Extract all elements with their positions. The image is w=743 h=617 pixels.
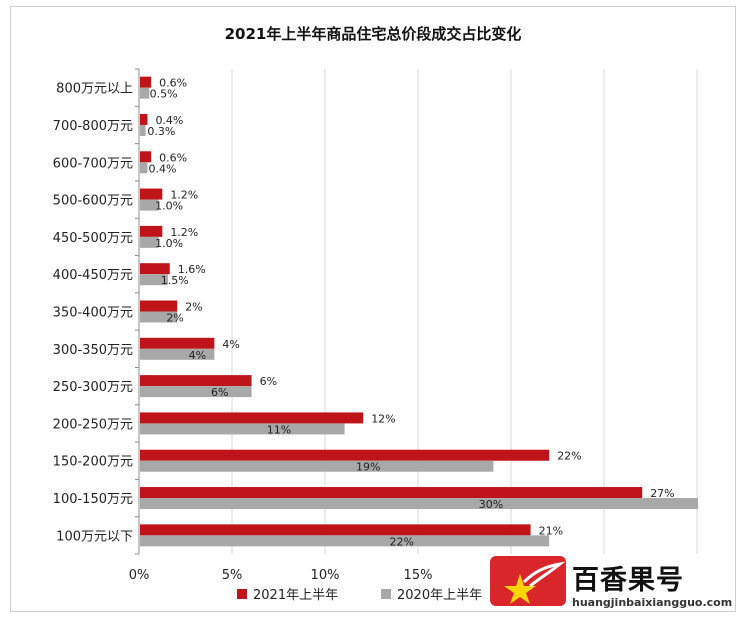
data-label: 22% <box>390 535 414 548</box>
category-label: 150-200万元 <box>53 455 133 470</box>
chart-frame: 2021年上半年商品住宅总价段成交占比变化 800万元以上 0.6% 0.5% 700-… <box>10 6 736 612</box>
data-label: 30% <box>479 498 503 511</box>
legend-label: 2020年上半年 <box>397 588 482 603</box>
bar-2020 <box>140 460 494 472</box>
category-label: 100-150万元 <box>53 492 133 507</box>
data-label: 0.6% <box>159 77 187 90</box>
data-label: 1.5% <box>161 274 189 287</box>
bar-2020 <box>140 124 146 136</box>
bar-2020 <box>140 348 215 360</box>
chart-title: 2021年上半年商品住宅总价段成交占比变化 <box>225 25 522 43</box>
category-label: 400-450万元 <box>53 268 133 283</box>
bar-2020 <box>140 162 148 174</box>
category-label: 700-800万元 <box>53 119 133 134</box>
category-label: 200-250万元 <box>53 417 133 432</box>
bar-2020 <box>140 498 698 510</box>
category-label: 600-700万元 <box>53 156 133 171</box>
data-label: 0.3% <box>147 125 175 138</box>
data-label: 1.2% <box>170 189 198 202</box>
category-label: 500-600万元 <box>53 194 133 209</box>
category-label: 350-400万元 <box>53 306 133 321</box>
bar-2021 <box>140 337 215 349</box>
bar-2020 <box>140 386 252 398</box>
bar-2020 <box>140 311 178 323</box>
watermark: 百香果号 huangjinbaixiangguo.com <box>490 556 740 616</box>
bar-2021 <box>140 225 163 237</box>
data-label: 12% <box>371 412 395 425</box>
data-label: 27% <box>650 487 674 500</box>
data-label: 2% <box>166 312 183 325</box>
bar-2021 <box>140 300 178 312</box>
x-tick-label: 15% <box>404 568 433 583</box>
data-label: 1.6% <box>178 263 206 276</box>
x-tick-label: 0% <box>129 568 150 583</box>
bar-2020 <box>140 199 159 211</box>
data-label: 0.6% <box>159 151 187 164</box>
category-label: 300-350万元 <box>53 343 133 358</box>
category-label: 250-300万元 <box>53 380 133 395</box>
bar-2020 <box>140 87 150 99</box>
watermark-url: huangjinbaixiangguo.com <box>572 596 733 609</box>
x-tick-label: 5% <box>222 568 243 583</box>
legend-swatch <box>237 589 247 599</box>
legend-swatch <box>381 589 391 599</box>
bar-2021 <box>140 487 643 499</box>
bar-2020 <box>140 236 159 248</box>
data-label: 4% <box>222 338 239 351</box>
bar-2021 <box>140 449 550 461</box>
category-label: 100万元以下 <box>56 529 133 544</box>
x-tick-label: 10% <box>311 568 340 583</box>
data-label: 11% <box>267 423 291 436</box>
bar-2021 <box>140 188 163 200</box>
data-label: 0.4% <box>148 162 176 175</box>
data-label: 0.5% <box>150 88 178 101</box>
category-label: 450-500万元 <box>53 231 133 246</box>
bar-2021 <box>140 263 170 275</box>
category-label: 800万元以上 <box>56 82 133 97</box>
legend-label: 2021年上半年 <box>253 588 338 603</box>
watermark-logo-icon <box>490 556 566 606</box>
bar-2021 <box>140 76 152 88</box>
data-label: 1.0% <box>155 200 183 213</box>
bar-2020 <box>140 423 345 435</box>
bar-2021 <box>140 151 152 163</box>
data-label: 0.4% <box>155 114 183 127</box>
data-label: 4% <box>189 349 206 362</box>
bar-2021 <box>140 524 531 536</box>
data-label: 1.0% <box>155 237 183 250</box>
data-label: 2% <box>185 301 202 314</box>
bar-2020 <box>140 274 168 286</box>
data-label: 19% <box>356 461 380 474</box>
bar-2021 <box>140 412 364 424</box>
data-label: 6% <box>211 386 228 399</box>
data-label: 6% <box>260 375 277 388</box>
bar-2021 <box>140 375 252 387</box>
bar-2020 <box>140 535 550 547</box>
bar-2021 <box>140 113 148 125</box>
data-label: 1.2% <box>170 226 198 239</box>
data-label: 21% <box>539 524 563 537</box>
data-label: 22% <box>557 450 581 463</box>
watermark-brand: 百香果号 <box>572 565 684 596</box>
